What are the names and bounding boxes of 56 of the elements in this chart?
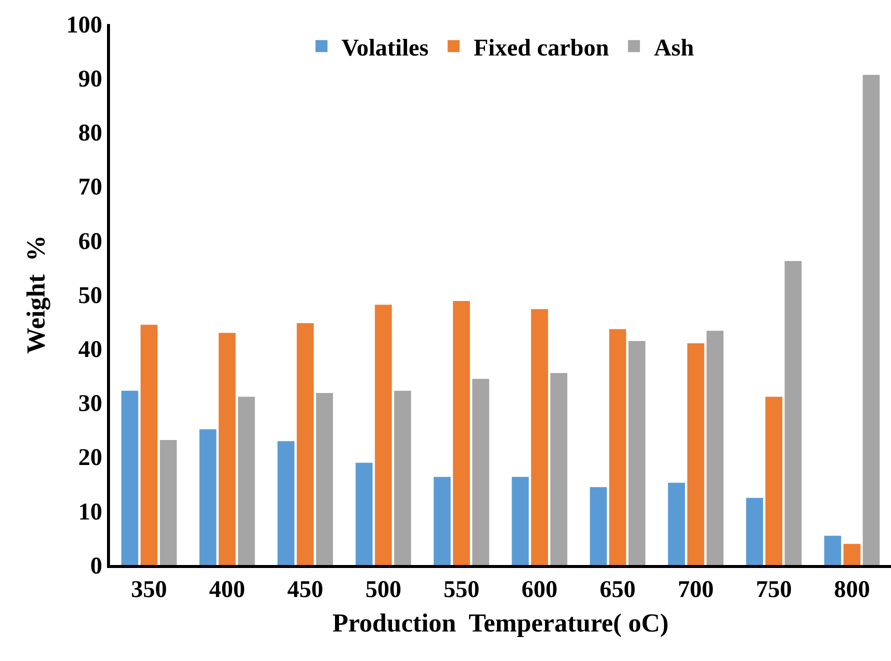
bar — [843, 544, 860, 565]
bar — [218, 332, 236, 565]
y-tick-label: 10 — [78, 499, 102, 526]
bar — [121, 390, 138, 565]
y-tick-label: 0 — [90, 553, 102, 580]
y-tick-label: 40 — [78, 337, 102, 363]
x-tick-label: 800 — [834, 576, 870, 603]
x-axis-title: Production Temperature( oC) — [332, 608, 669, 638]
y-tick-label: 70 — [78, 174, 102, 201]
x-tick-label: 550 — [443, 576, 480, 603]
y-axis-title: Weight % — [22, 235, 51, 354]
x-tick-label: 500 — [365, 576, 402, 603]
legend-label: Fixed carbon — [474, 35, 609, 62]
y-tick-label: 80 — [78, 120, 102, 147]
y-tick-label: 100 — [66, 12, 102, 38]
x-tick-label: 700 — [678, 576, 714, 603]
bar — [590, 487, 607, 565]
legend-label: Volatiles — [342, 35, 429, 62]
legend-label: Ash — [654, 35, 694, 62]
bar — [668, 482, 685, 565]
bar — [472, 378, 490, 565]
y-tick-label: 20 — [78, 445, 102, 472]
bar — [746, 498, 764, 565]
x-tick-label: 400 — [209, 576, 246, 603]
bar — [356, 462, 373, 565]
bar — [140, 324, 158, 565]
y-tick-label: 30 — [78, 391, 102, 418]
bar — [394, 390, 412, 565]
bar — [160, 440, 177, 565]
bar — [316, 392, 333, 565]
bar — [278, 441, 294, 565]
bar — [862, 74, 880, 565]
bar — [374, 304, 392, 565]
bar — [706, 330, 724, 565]
x-tick-label: 750 — [756, 576, 792, 603]
bar — [824, 536, 842, 565]
bar — [296, 323, 314, 565]
bar — [512, 476, 529, 565]
bar — [687, 343, 704, 565]
x-tick-label: 600 — [522, 576, 558, 603]
bar — [765, 396, 782, 565]
y-tick-label: 60 — [78, 228, 102, 255]
x-tick-label: 650 — [600, 576, 636, 603]
bar — [628, 341, 646, 565]
bar — [531, 309, 548, 565]
x-tick-label: 350 — [131, 576, 168, 603]
bar — [238, 396, 255, 565]
y-tick-label: 90 — [78, 66, 102, 92]
bar — [199, 429, 216, 565]
bar — [609, 329, 626, 565]
bar — [452, 300, 470, 565]
y-tick-label: 50 — [78, 282, 102, 309]
bar — [550, 372, 568, 565]
bar — [784, 260, 802, 565]
x-tick-label: 450 — [287, 576, 324, 603]
bar — [434, 476, 451, 565]
